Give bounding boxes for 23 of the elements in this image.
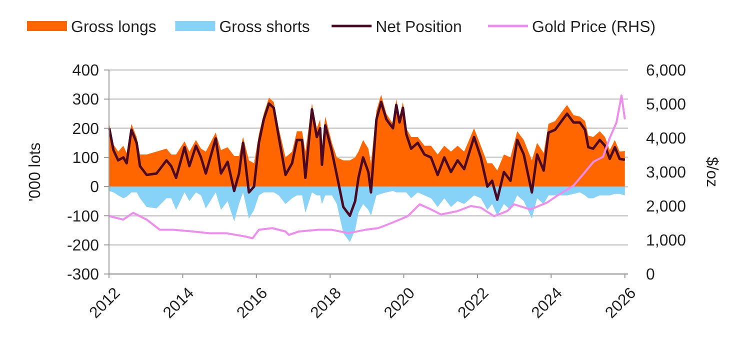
y2-tick-label: 0 bbox=[646, 266, 655, 284]
line-series bbox=[108, 94, 626, 240]
legend-label: Gold Price (RHS) bbox=[532, 19, 656, 36]
y-tick-label: 0 bbox=[90, 179, 100, 196]
y2-tick-label: 3,000 bbox=[646, 164, 686, 182]
legend-label: Gross shorts bbox=[219, 19, 310, 36]
line-series bbox=[108, 100, 626, 217]
y2-tick-label: 5,000 bbox=[646, 96, 686, 114]
y2-tick-label: 2,000 bbox=[646, 198, 686, 216]
y-tick-label: -200 bbox=[66, 237, 100, 254]
y-tick-label: 400 bbox=[72, 62, 100, 80]
y-tick-label: 100 bbox=[72, 150, 100, 168]
legend-label: Gross longs bbox=[71, 19, 156, 36]
y2-tick-label: 6,000 bbox=[646, 62, 686, 80]
y-tick-label: -100 bbox=[66, 208, 100, 226]
y2-tick-label: 1,000 bbox=[646, 232, 686, 250]
y-tick-label: 200 bbox=[72, 120, 100, 138]
y2-tick-label: 4,000 bbox=[646, 130, 686, 148]
y-tick-label: 300 bbox=[72, 92, 100, 109]
y2-axis-title: $/oz bbox=[703, 156, 720, 188]
y-tick-label: -300 bbox=[66, 266, 100, 284]
y-axis-title: '000 lots bbox=[27, 142, 44, 202]
legend-label: Net Position bbox=[376, 19, 462, 36]
